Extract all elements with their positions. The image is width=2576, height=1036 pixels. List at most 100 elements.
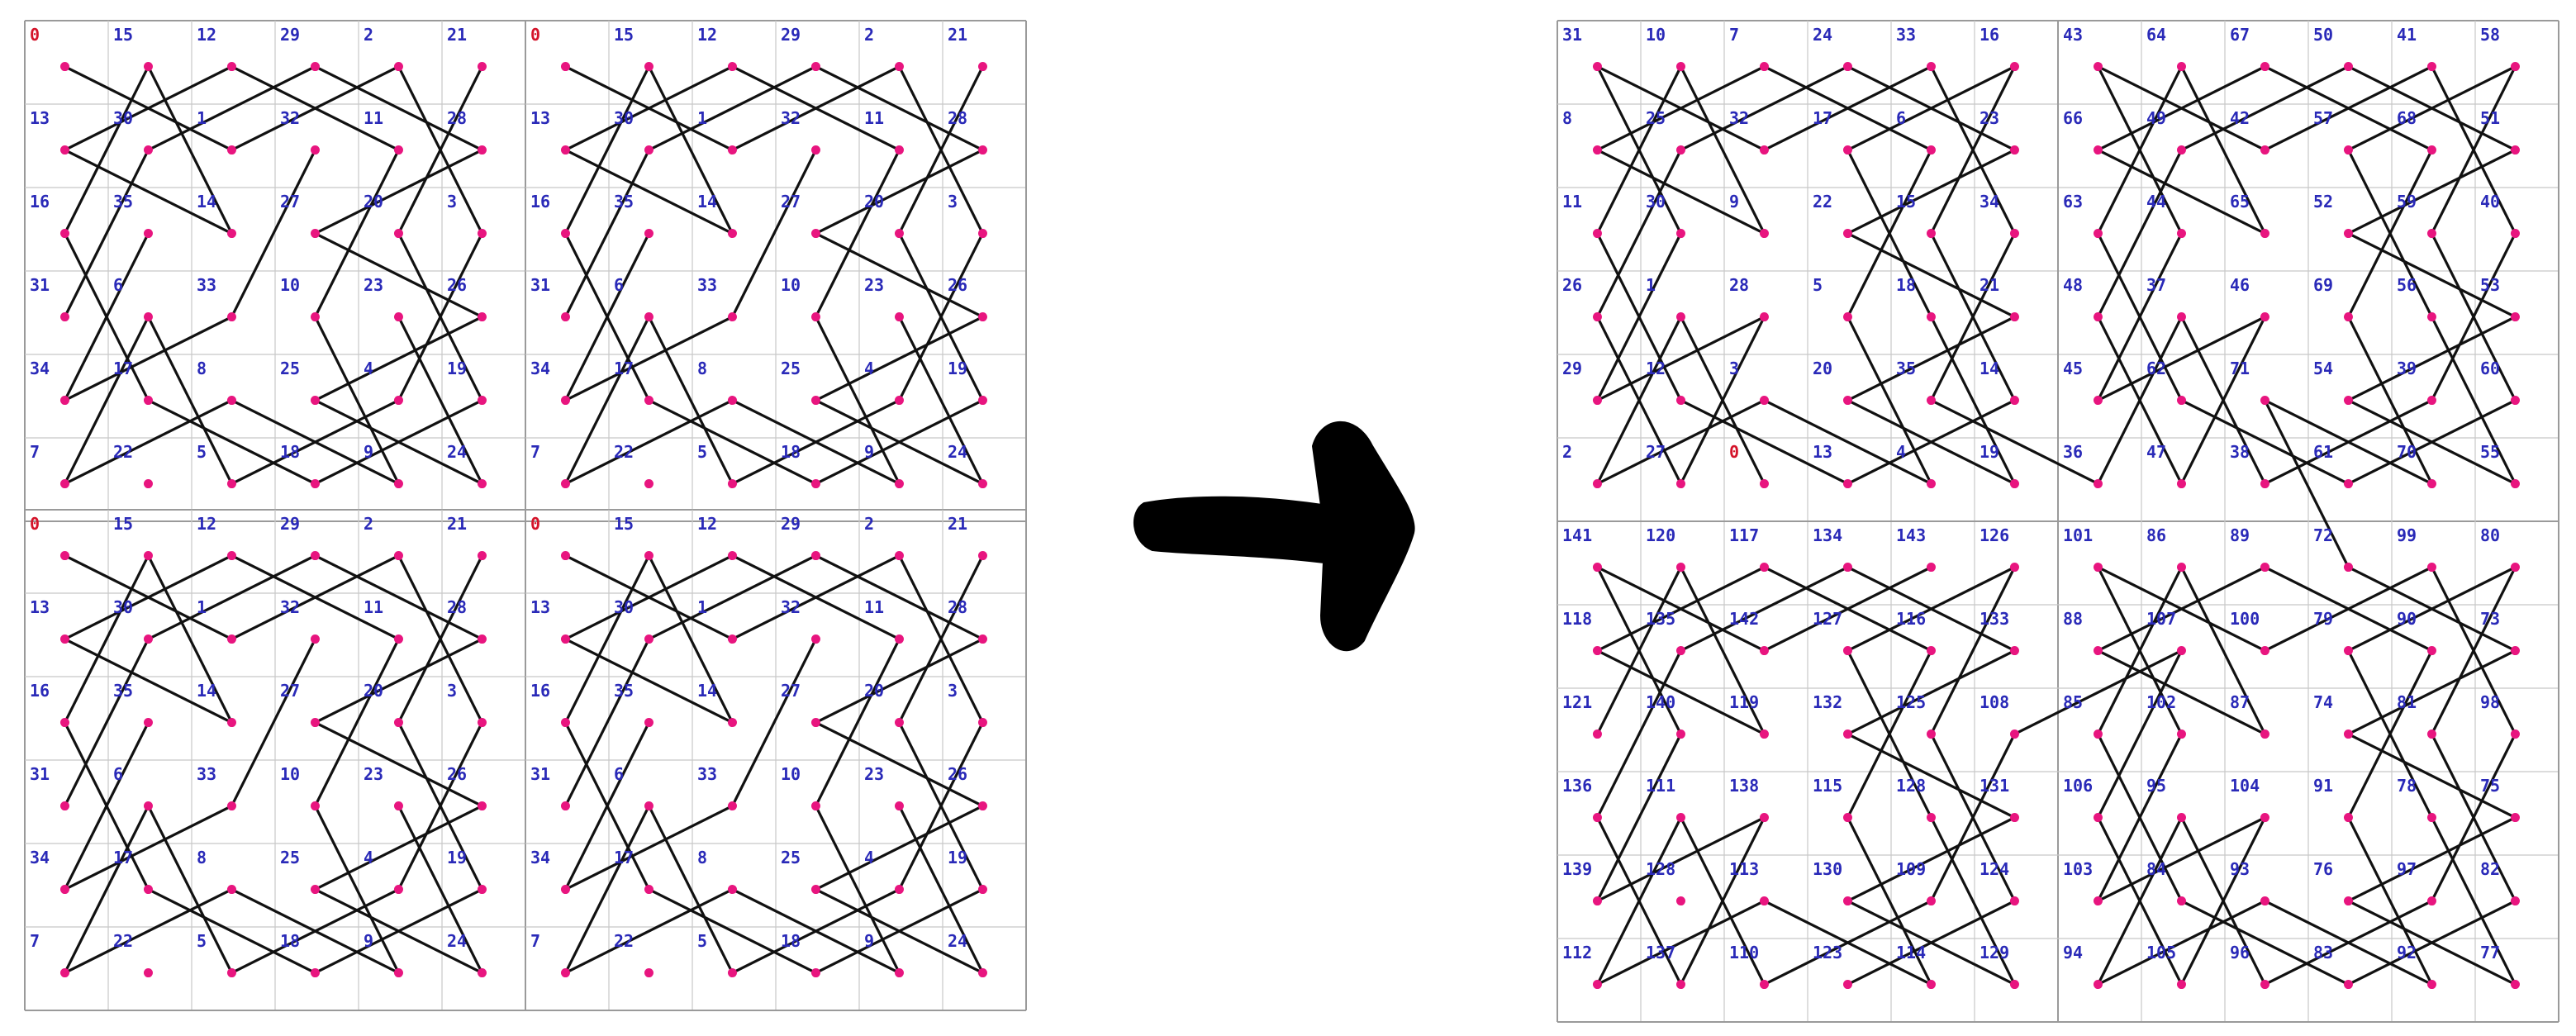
left-tile-1-cell-label: 11 bbox=[364, 108, 383, 128]
right-board-node bbox=[2426, 145, 2436, 155]
right-board-cell-label: 17 bbox=[1813, 108, 1832, 128]
right-board-cell-label: 25 bbox=[1646, 108, 1666, 128]
right-board-node bbox=[1592, 62, 1602, 72]
right-board-cell-label: 52 bbox=[2313, 192, 2333, 211]
right-board-node bbox=[1759, 896, 1769, 906]
right-board-cell-label: 30 bbox=[1646, 192, 1666, 211]
right-board-node bbox=[2093, 145, 2103, 155]
right-board-cell-label: 56 bbox=[2397, 275, 2417, 295]
left-tile-1-edge bbox=[63, 315, 150, 486]
right-board-node bbox=[2176, 813, 2186, 823]
left-tile-3-node bbox=[477, 718, 487, 728]
left-tile-4-node bbox=[560, 551, 570, 561]
left-tile-2-node bbox=[894, 62, 904, 72]
right-board-node bbox=[2426, 729, 2436, 739]
left-tile-3-node bbox=[477, 885, 487, 895]
right-board-edge bbox=[1679, 565, 1850, 653]
left-tile-2-cell-label: 33 bbox=[697, 275, 717, 295]
left-tile-2-edge bbox=[814, 398, 985, 486]
right-board-cell-label: 82 bbox=[2480, 859, 2500, 879]
right-board-cell-label: 129 bbox=[1980, 943, 2009, 962]
left-tile-4-edge bbox=[647, 887, 818, 975]
left-tile-4-cell-label: 33 bbox=[697, 764, 717, 784]
left-tile-2-edge bbox=[897, 231, 985, 402]
right-board-node bbox=[2176, 145, 2186, 155]
left-tile-4-node bbox=[727, 551, 737, 561]
left-tile-4-cell-label: 32 bbox=[781, 597, 801, 617]
left-tile-1-cell-label: 35 bbox=[113, 192, 133, 211]
left-tile-4-node bbox=[727, 634, 737, 644]
left-tile-1-cell-label: 27 bbox=[280, 192, 300, 211]
right-board-cell-label: 6 bbox=[1896, 108, 1906, 128]
right-board-node bbox=[1592, 646, 1602, 656]
left-tile-3-cell-label: 21 bbox=[447, 514, 467, 534]
right-board-cell-label: 19 bbox=[1980, 442, 1999, 462]
right-board-edge bbox=[1929, 398, 2100, 486]
left-tile-3-node bbox=[310, 801, 320, 811]
left-tile-1-node bbox=[393, 479, 403, 489]
left-tile-4-edge bbox=[897, 804, 985, 975]
left-tile-3-cell-label: 0 bbox=[30, 514, 40, 534]
left-tile-1-edge bbox=[230, 64, 401, 152]
left-tile-1-cell-label: 25 bbox=[280, 359, 300, 378]
left-tile-2-edge bbox=[814, 315, 901, 486]
left-tile-2-cell-label: 17 bbox=[614, 359, 634, 378]
right-board-edge bbox=[1595, 565, 1766, 653]
left-tile-1-node bbox=[59, 479, 69, 489]
right-board-node bbox=[2009, 980, 2019, 990]
left-tile-1-cell-label: 14 bbox=[197, 192, 216, 211]
left-tile-1-node bbox=[143, 479, 153, 489]
left-tile-3-edge bbox=[230, 554, 401, 641]
left-tile-3-node bbox=[143, 885, 153, 895]
right-board-edge bbox=[1595, 899, 1766, 986]
right-board-cell-label: 109 bbox=[1896, 859, 1926, 879]
right-board-cell-label: 74 bbox=[2313, 692, 2333, 712]
right-board-node bbox=[1675, 62, 1685, 72]
left-tile-2-cell-label: 14 bbox=[697, 192, 717, 211]
right-board-cell-label: 90 bbox=[2397, 609, 2417, 629]
left-tile-2-node bbox=[727, 396, 737, 406]
left-tile-2-node bbox=[644, 479, 654, 489]
right-board-node bbox=[2260, 729, 2269, 739]
left-tile-3-cell-label: 24 bbox=[447, 931, 467, 951]
left-tile-1-cell-label: 1 bbox=[197, 108, 207, 128]
left-tile-3-node bbox=[393, 551, 403, 561]
left-tile-3-node bbox=[393, 885, 403, 895]
right-board-node bbox=[2093, 479, 2103, 489]
left-tile-3-cell-label: 14 bbox=[197, 681, 216, 701]
right-board-nodes bbox=[1592, 62, 2520, 990]
left-tile-2-cell-label: 32 bbox=[781, 108, 801, 128]
right-board-cell-label: 80 bbox=[2480, 525, 2500, 545]
left-tile-3-edges bbox=[63, 554, 484, 975]
left-tile-3-node bbox=[393, 634, 403, 644]
right-board-cell-label: 38 bbox=[2230, 442, 2250, 462]
right-board-edge bbox=[1929, 565, 2017, 736]
left-tile-4-cell-label: 3 bbox=[948, 681, 958, 701]
left-tile-4-node bbox=[810, 885, 820, 895]
right-board-node bbox=[2426, 312, 2436, 322]
left-tile-1-node bbox=[393, 229, 403, 239]
left-tile-1-cell-label: 20 bbox=[364, 192, 383, 211]
left-tile-4-edge bbox=[814, 804, 901, 975]
left-tile-1-node bbox=[310, 145, 320, 155]
left-tile-2-cell-label: 8 bbox=[697, 359, 707, 378]
right-board-cell-label: 45 bbox=[2063, 359, 2083, 378]
left-tile-1-cell-label: 7 bbox=[30, 442, 40, 462]
right-board-edge bbox=[2263, 64, 2434, 152]
right-board-node bbox=[2093, 729, 2103, 739]
left-tile-1-edge bbox=[230, 398, 401, 486]
left-tile-4-edge bbox=[814, 637, 901, 808]
left-tile-4-edge bbox=[730, 637, 818, 808]
left-tile-1-cell-label: 17 bbox=[113, 359, 133, 378]
right-board-node bbox=[2176, 229, 2186, 239]
left-tile-2-node bbox=[894, 145, 904, 155]
left-tile-4-cell-label: 22 bbox=[614, 931, 634, 951]
left-tile-3-edge bbox=[397, 804, 484, 975]
left-tile-1-node bbox=[226, 312, 236, 322]
right-board-node bbox=[2009, 229, 2019, 239]
left-tile-3-cell-label: 9 bbox=[364, 931, 373, 951]
left-tile-4-edge bbox=[563, 554, 651, 725]
right-board-node bbox=[2510, 145, 2520, 155]
right-board-edge bbox=[2346, 565, 2517, 653]
right-board-edge bbox=[1595, 815, 1766, 903]
